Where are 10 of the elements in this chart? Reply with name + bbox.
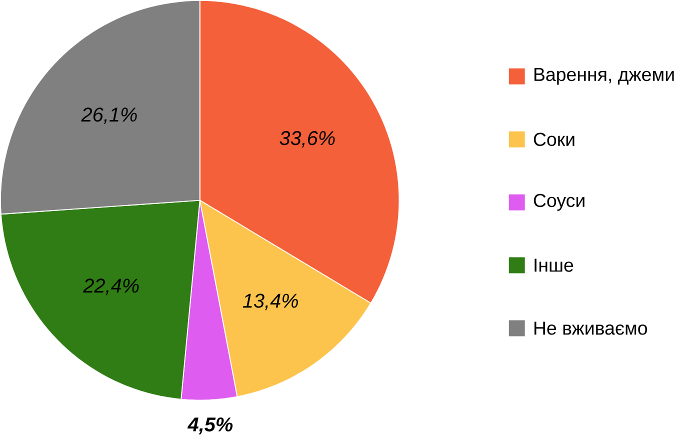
data-label: 26,1% — [81, 107, 137, 124]
legend-label: Соуси — [534, 194, 584, 211]
legend-label: Варення, джеми — [534, 68, 674, 85]
data-label: 13,4% — [242, 294, 298, 310]
data-label: 33,6% — [280, 130, 335, 148]
data-label: 4,5% — [187, 417, 233, 434]
legend-label: Інше — [534, 258, 574, 272]
data-label: 22,4% — [83, 278, 139, 295]
legend-label: Соки — [534, 132, 574, 146]
legend-label: Не вживаємо — [534, 322, 648, 335]
